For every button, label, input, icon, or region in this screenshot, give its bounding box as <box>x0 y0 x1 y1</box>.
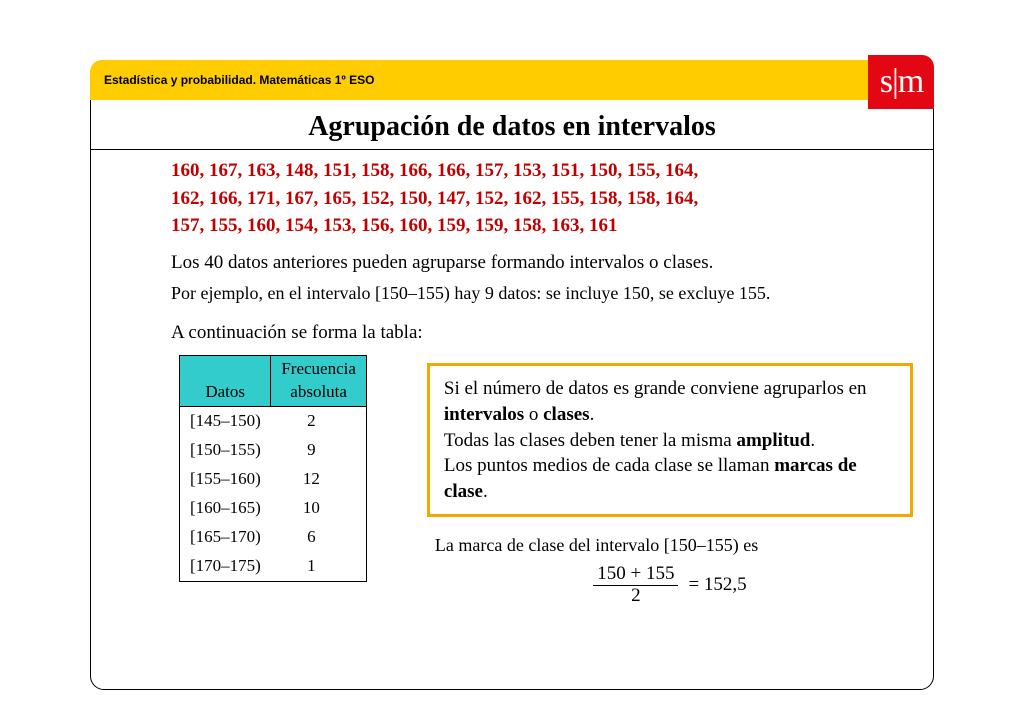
interval-cell: [170–175) <box>180 552 271 581</box>
subject-label: Estadística y probabilidad. Matemáticas … <box>104 73 374 87</box>
info-p1-b: intervalos <box>444 404 524 425</box>
interval-cell: [165–170) <box>180 523 271 552</box>
info-box: Si el número de datos es grande conviene… <box>427 363 913 517</box>
intro-text: Los 40 datos anteriores pueden agruparse… <box>171 250 913 276</box>
table-row: [160–165)10 <box>180 494 367 523</box>
frequency-table-body: [145–150)2[150–155)9[155–160)12[160–165)… <box>180 407 367 582</box>
info-p2-b: amplitud <box>736 430 810 451</box>
info-p1-d: clases <box>543 404 589 425</box>
col-header-datos: Datos <box>180 356 271 407</box>
right-column: Si el número de datos es grande conviene… <box>427 355 913 606</box>
sm-logo-text: s|m <box>880 63 923 101</box>
slide-frame: Agrupación de datos en intervalos 160, 1… <box>90 60 934 690</box>
formula-result: = 152,5 <box>688 572 746 598</box>
interval-cell: [160–165) <box>180 494 271 523</box>
info-p2: Todas las clases deben tener la misma am… <box>444 428 896 454</box>
info-p1-a: Si el número de datos es grande conviene… <box>444 378 867 399</box>
frequency-table: Datos Frecuencia absoluta [145–150)2[150… <box>179 355 367 582</box>
col-header-freq-l2: absoluta <box>290 382 347 401</box>
table-row: [155–160)12 <box>180 465 367 494</box>
table-row: [150–155)9 <box>180 436 367 465</box>
top-banner: Estadística y probabilidad. Matemáticas … <box>90 60 934 100</box>
frequency-cell: 6 <box>271 523 367 552</box>
table-intro-text: A continuación se forma la tabla: <box>171 320 913 346</box>
fraction-numerator: 150 + 155 <box>593 564 678 586</box>
frequency-cell: 10 <box>271 494 367 523</box>
table-row: [145–150)2 <box>180 407 367 436</box>
info-p3-a: Los puntos medios de cada clase se llama… <box>444 455 774 476</box>
data-line-3: 157, 155, 160, 154, 153, 156, 160, 159, … <box>171 212 913 240</box>
fraction: 150 + 155 2 <box>593 564 678 607</box>
info-p2-a: Todas las clases deben tener la misma <box>444 430 737 451</box>
frequency-cell: 1 <box>271 552 367 581</box>
table-row: [170–175)1 <box>180 552 367 581</box>
frequency-table-wrap: Datos Frecuencia absoluta [145–150)2[150… <box>171 355 367 582</box>
marca-intro: La marca de clase del intervalo [150–155… <box>427 533 913 557</box>
info-p1-c: o <box>524 404 543 425</box>
content-area: 160, 167, 163, 148, 151, 158, 166, 166, … <box>171 157 913 607</box>
fraction-denominator: 2 <box>627 586 645 607</box>
frequency-cell: 2 <box>271 407 367 436</box>
interval-cell: [155–160) <box>180 465 271 494</box>
example-text: Por ejemplo, en el intervalo [150–155) h… <box>171 281 913 305</box>
data-line-1: 160, 167, 163, 148, 151, 158, 166, 166, … <box>171 157 913 185</box>
info-p2-c: . <box>810 430 815 451</box>
col-header-frecuencia: Frecuencia absoluta <box>271 356 367 407</box>
marca-formula: 150 + 155 2 = 152,5 <box>427 564 913 607</box>
data-line-2: 162, 166, 171, 167, 165, 152, 150, 147, … <box>171 185 913 213</box>
info-p3: Los puntos medios de cada clase se llama… <box>444 453 896 504</box>
interval-cell: [145–150) <box>180 407 271 436</box>
info-p3-c: . <box>483 481 488 502</box>
table-row: [165–170)6 <box>180 523 367 552</box>
info-p1-e: . <box>590 404 595 425</box>
sm-logo: s|m <box>868 55 934 109</box>
data-number-list: 160, 167, 163, 148, 151, 158, 166, 166, … <box>171 157 913 240</box>
lower-row: Datos Frecuencia absoluta [145–150)2[150… <box>171 355 913 606</box>
page-title: Agrupación de datos en intervalos <box>308 111 716 142</box>
info-p1: Si el número de datos es grande conviene… <box>444 376 896 427</box>
interval-cell: [150–155) <box>180 436 271 465</box>
frequency-cell: 9 <box>271 436 367 465</box>
col-header-freq-l1: Frecuencia <box>281 359 356 378</box>
frequency-cell: 12 <box>271 465 367 494</box>
title-area: Agrupación de datos en intervalos <box>91 105 933 150</box>
